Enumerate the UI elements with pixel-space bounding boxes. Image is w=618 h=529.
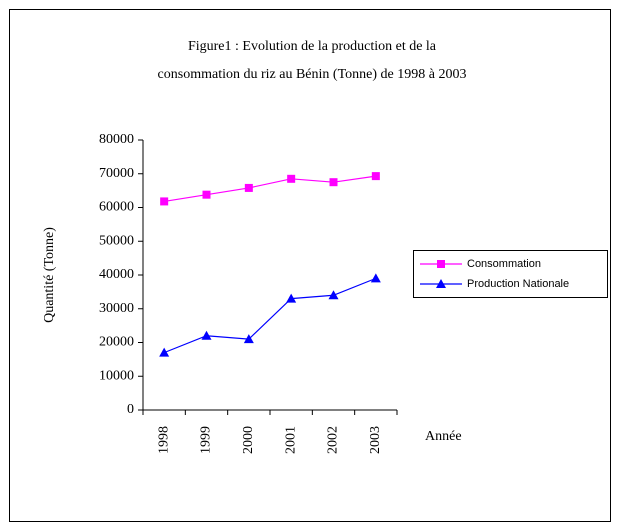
y-tick-label: 70000 — [99, 166, 134, 181]
point — [159, 347, 170, 357]
point — [437, 260, 445, 268]
point — [243, 334, 254, 344]
y-tick-label: 80000 — [99, 132, 134, 147]
y-tick-label: 50000 — [99, 233, 134, 248]
x-tick-label: 2003 — [368, 426, 383, 454]
x-tick-label: 2000 — [241, 426, 256, 454]
y-tick-label: 60000 — [99, 200, 134, 215]
y-tick-label: 40000 — [99, 267, 134, 282]
point — [244, 183, 253, 192]
point — [287, 174, 296, 183]
x-tick-label: 2001 — [283, 426, 298, 454]
legend-label: Production Nationale — [467, 278, 569, 290]
point — [370, 273, 381, 283]
series-line — [163, 277, 377, 354]
point — [201, 330, 212, 340]
point — [436, 279, 446, 288]
chart-title: consommation du riz au Bénin (Tonne) de … — [158, 67, 467, 82]
y-tick-label: 20000 — [99, 335, 134, 350]
point — [329, 178, 338, 187]
point — [160, 197, 169, 206]
x-axis-title: Année — [425, 429, 462, 444]
point — [371, 172, 380, 181]
x-tick-label: 1998 — [156, 426, 171, 454]
chart-title: Figure1 : Evolution de la production et … — [188, 39, 437, 54]
x-tick-label: 2002 — [326, 426, 341, 454]
legend-label: Consommation — [467, 258, 541, 270]
y-axis-title: Quantité (Tonne) — [42, 227, 57, 323]
series-line — [164, 175, 376, 203]
y-tick-label: 10000 — [99, 368, 134, 383]
point — [202, 190, 211, 199]
legend-box — [413, 250, 608, 298]
x-tick-label: 1999 — [199, 426, 214, 454]
y-tick-label: 0 — [127, 402, 134, 417]
point — [286, 293, 297, 303]
point — [328, 290, 339, 300]
y-tick-label: 30000 — [99, 301, 134, 316]
